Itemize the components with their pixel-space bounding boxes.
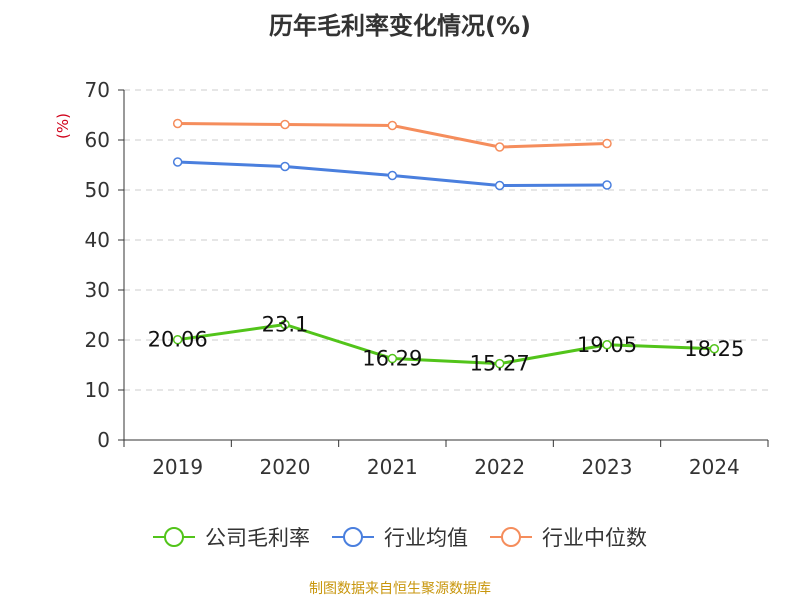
source-note: 制图数据来自恒生聚源数据库 xyxy=(309,581,491,597)
x-tick-label: 2021 xyxy=(367,455,418,479)
x-tick-label: 2023 xyxy=(582,455,633,479)
y-tick-label: 10 xyxy=(85,378,110,402)
data-point xyxy=(280,319,290,330)
legend-item: 行业均值 xyxy=(332,526,468,550)
y-tick-label: 30 xyxy=(85,278,110,302)
legend-marker xyxy=(164,527,184,547)
data-point xyxy=(494,180,505,191)
y-tick-label: 0 xyxy=(97,428,110,452)
x-tick-label: 2019 xyxy=(152,455,203,479)
y-axis-label: (%) xyxy=(54,113,72,139)
data-point xyxy=(387,170,398,181)
legend-marker xyxy=(501,527,521,547)
data-point xyxy=(172,157,183,167)
data-label: 18.25 xyxy=(684,337,744,361)
legend-item: 行业中位数 xyxy=(490,526,647,550)
y-tick-label: 60 xyxy=(85,128,110,152)
data-label: 19.05 xyxy=(577,333,637,357)
data-point xyxy=(602,340,612,350)
data-point xyxy=(602,180,612,190)
data-labels: 20.06 23.1 16.29 15.27 19.05 18.25 xyxy=(148,313,745,376)
x-tick-label: 2020 xyxy=(260,455,311,479)
data-label: 23.1 xyxy=(262,313,309,337)
data-label: 15.27 xyxy=(470,352,530,376)
data-point xyxy=(387,353,398,364)
legend-label: 行业中位数 xyxy=(542,526,647,550)
y-tick-label: 20 xyxy=(85,328,110,352)
y-tick-label: 50 xyxy=(85,178,110,202)
x-tick-label: 2022 xyxy=(474,455,525,479)
data-point xyxy=(709,344,720,354)
series-line xyxy=(177,323,715,366)
legend-label: 公司毛利率 xyxy=(205,526,310,550)
legend: 公司毛利率 行业均值 行业中位数 xyxy=(153,526,647,550)
data-point xyxy=(280,119,290,130)
series-lines xyxy=(172,118,720,369)
data-point xyxy=(494,358,505,369)
y-tick-label: 70 xyxy=(85,78,110,102)
legend-marker xyxy=(343,527,363,547)
data-point xyxy=(172,334,183,345)
chart-title: 历年毛利率变化情况(%) xyxy=(269,12,531,40)
axes: 0 10 20 30 40 50 60 70 (%) 2019 2020 2021 2022 2023 20… xyxy=(54,78,769,479)
data-point xyxy=(602,138,612,149)
grid-lines xyxy=(124,89,768,391)
data-label: 20.06 xyxy=(148,328,208,352)
data-point xyxy=(387,120,398,131)
legend-label: 行业均值 xyxy=(384,526,468,550)
data-point xyxy=(172,118,183,129)
x-tick-label: 2024 xyxy=(689,455,740,479)
data-point xyxy=(494,142,505,152)
y-tick-label: 40 xyxy=(85,228,110,252)
legend-item: 公司毛利率 xyxy=(153,526,310,550)
data-label: 16.29 xyxy=(362,347,422,371)
data-point xyxy=(280,161,290,172)
